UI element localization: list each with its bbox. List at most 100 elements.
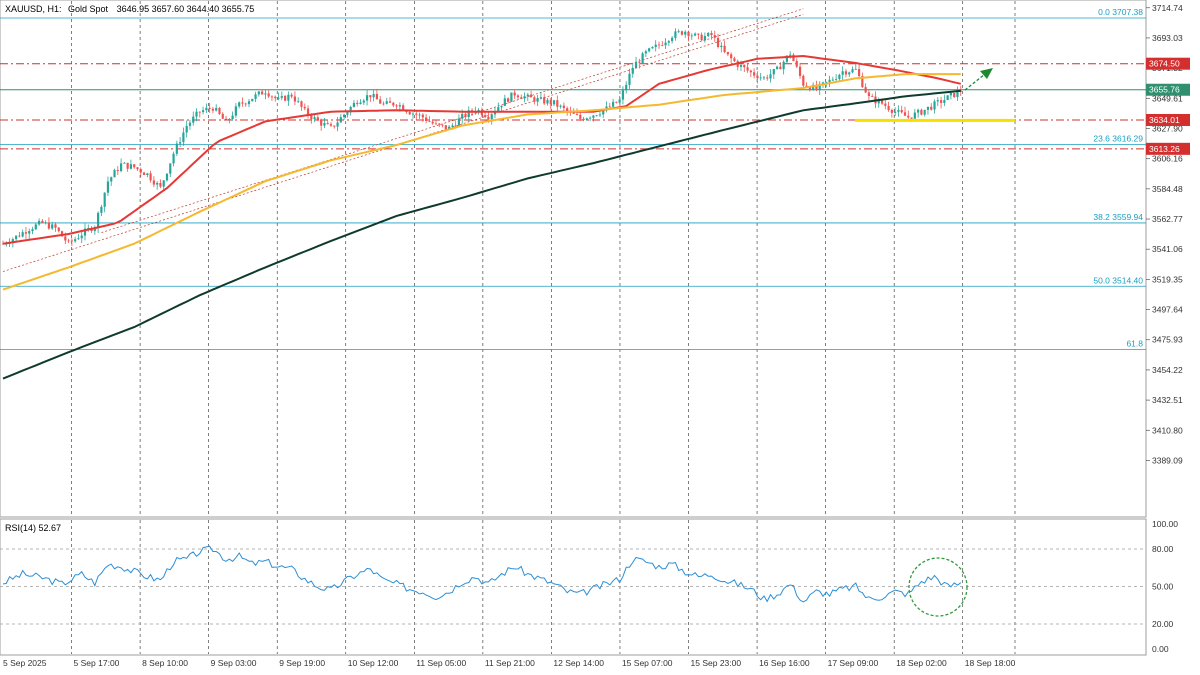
candle-body — [15, 235, 18, 240]
price-axis: 3714.743693.033671.323649.613627.903606.… — [1146, 3, 1183, 465]
price-tick-label: 3389.09 — [1152, 455, 1183, 465]
candle-body — [231, 115, 234, 120]
time-label: 12 Sep 14:00 — [553, 658, 604, 668]
rsi-tick-label: 80.00 — [1152, 544, 1174, 554]
candle-body — [293, 96, 297, 102]
candle-body — [70, 240, 73, 242]
candle-body — [894, 111, 897, 113]
candle-body — [434, 123, 438, 125]
candle-body — [372, 93, 375, 98]
candle-body — [687, 31, 690, 37]
price-tag-label: 3655.76 — [1149, 85, 1180, 95]
candle-body — [303, 106, 306, 109]
candle-body — [664, 42, 667, 46]
price-tick-label: 3454.22 — [1152, 365, 1183, 375]
candle-body — [602, 110, 605, 115]
candle-body — [821, 82, 825, 84]
candle-body — [175, 143, 178, 154]
price-tick-label: 3714.74 — [1152, 3, 1183, 13]
candle-body — [510, 92, 513, 102]
candle-body — [943, 99, 946, 103]
candle-body — [362, 100, 365, 103]
candle-body — [585, 118, 588, 121]
time-label: 11 Sep 05:00 — [416, 658, 466, 668]
candle-body — [129, 164, 133, 169]
candle-body — [447, 126, 451, 130]
candle-body — [562, 105, 565, 109]
candle-body — [956, 90, 959, 98]
candle-body — [300, 101, 303, 107]
candle-body — [428, 120, 431, 122]
candle-body — [739, 65, 743, 67]
candle-body — [316, 117, 319, 121]
candle-body — [188, 122, 192, 126]
candle-body — [772, 69, 775, 75]
candle-body — [172, 153, 175, 164]
candle-body — [920, 109, 923, 115]
candle-body — [241, 102, 244, 104]
candle-body — [244, 103, 247, 105]
candle-body — [529, 94, 533, 98]
candle-body — [556, 100, 559, 107]
candle-body — [792, 54, 795, 61]
candle-body — [464, 113, 467, 118]
candle-body — [851, 69, 854, 73]
candle-body — [638, 62, 641, 64]
candle-body — [936, 100, 939, 102]
fib-level-label: 23.6 3616.29 — [1093, 134, 1143, 144]
candle-body — [418, 114, 421, 116]
candle-body — [205, 107, 208, 111]
candle-body — [156, 182, 159, 185]
candle-body — [21, 232, 24, 237]
candle-body — [910, 117, 913, 119]
time-label: 17 Sep 09:00 — [828, 658, 879, 668]
candle-body — [657, 44, 661, 46]
candle-body — [57, 227, 60, 232]
candle-body — [680, 31, 684, 35]
rsi-header: RSI(14) 52.67 — [5, 523, 61, 533]
candle-body — [880, 99, 884, 104]
price-tags: 3674.50 3634.01 3613.26 3655.76 — [1146, 57, 1190, 155]
candle-body — [497, 107, 500, 112]
candle-body — [621, 90, 625, 100]
price-tick-label: 3649.61 — [1152, 93, 1183, 103]
candle-body — [411, 113, 415, 115]
candle-body — [490, 114, 493, 120]
price-tick-label: 3584.48 — [1152, 184, 1183, 194]
candle-body — [257, 91, 260, 95]
candle-body — [536, 98, 539, 102]
price-tick-label: 3541.06 — [1152, 244, 1183, 254]
candle-body — [201, 110, 205, 113]
candle-body — [890, 109, 893, 113]
price-tag-box — [1146, 57, 1190, 70]
candle-body — [454, 125, 457, 127]
chart-header: XAUUSD, H1: Gold Spot 3646.95 3657.60 36… — [5, 4, 254, 14]
candle-body — [106, 181, 110, 193]
candle-body — [208, 107, 211, 109]
candle-body — [379, 99, 382, 104]
candle-body — [477, 109, 480, 112]
candle-body — [283, 96, 287, 101]
candle-body — [323, 123, 326, 126]
candle-body — [631, 67, 634, 74]
time-label: 8 Sep 10:00 — [142, 658, 188, 668]
candle-body — [51, 224, 54, 229]
candle-body — [369, 95, 372, 98]
candle-body — [949, 92, 953, 96]
candle-body — [812, 84, 815, 90]
candle-body — [795, 60, 798, 67]
price-tick-label: 3410.80 — [1152, 425, 1183, 435]
fibonacci-levels: 0.0 3707.38 23.6 3616.29 38.2 3559.94 50.0 … — [0, 7, 1146, 350]
candle-body — [408, 112, 411, 115]
ohlc-values: 3646.95 3657.60 3644.40 3655.75 — [117, 4, 255, 14]
candle-body — [169, 163, 172, 174]
candle-body — [326, 123, 329, 125]
candle-body — [484, 115, 487, 117]
candle-body — [589, 117, 592, 119]
candle-body — [507, 98, 510, 102]
candle-body — [116, 170, 119, 172]
candle-body — [946, 95, 949, 100]
time-label: 15 Sep 07:00 — [622, 658, 673, 668]
candle-body — [618, 99, 621, 103]
